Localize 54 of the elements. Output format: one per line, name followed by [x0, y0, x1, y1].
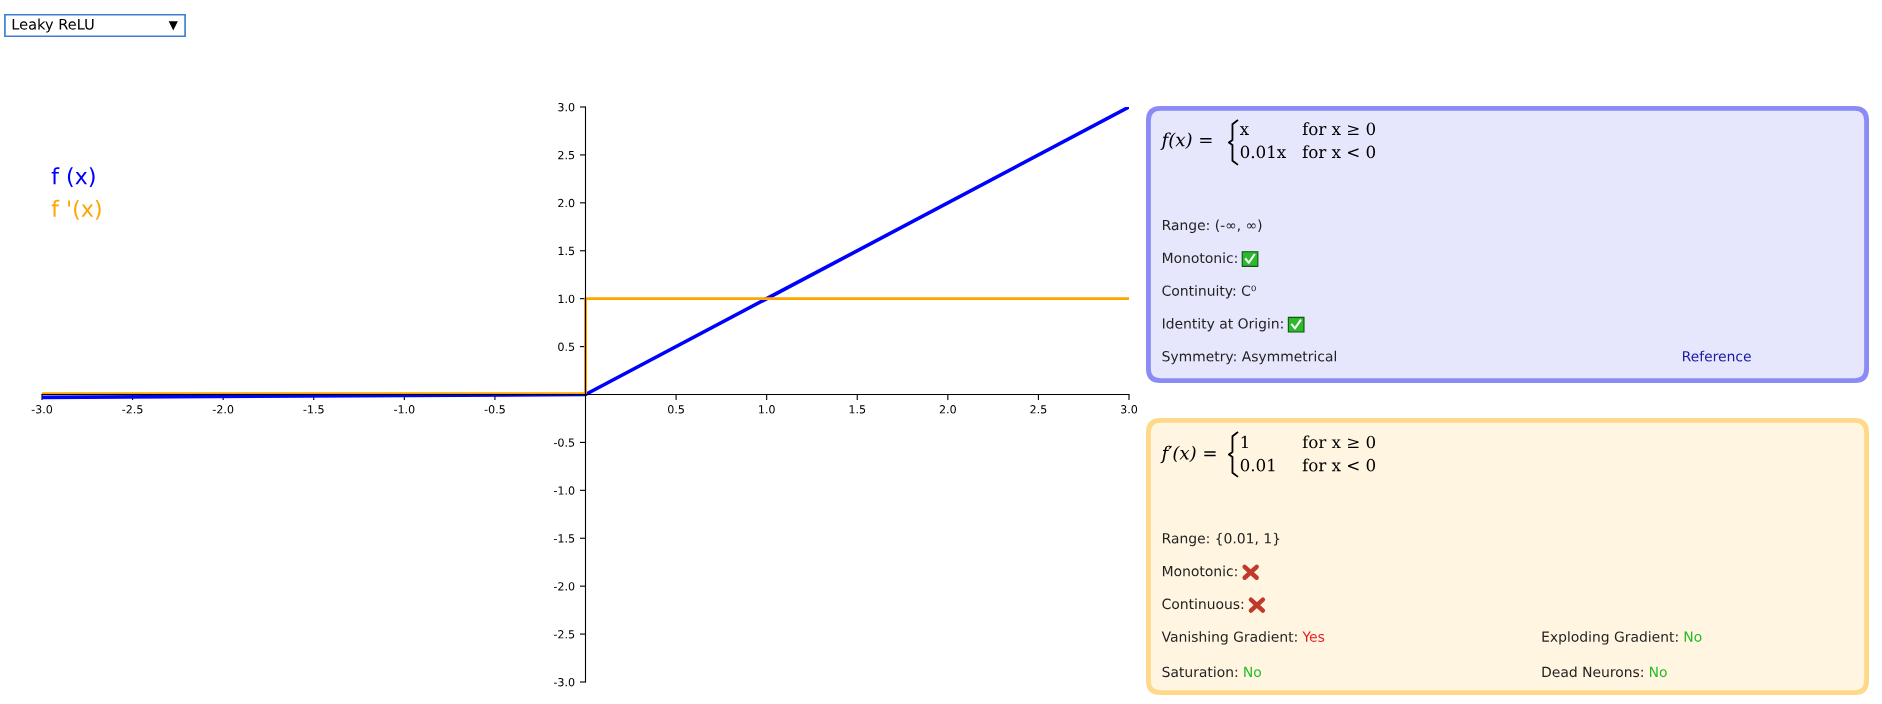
text: f (x)	[51, 167, 95, 188]
text: Range: {0.01, 1}	[1162, 532, 1280, 547]
text: No	[1649, 666, 1667, 678]
x-tick-label: -3.0	[31, 405, 53, 414]
y-tick-label: 2.0	[558, 198, 575, 208]
text: Saturation:	[1162, 666, 1238, 678]
text: Monotonic:	[1162, 252, 1237, 264]
text: 1	[1241, 435, 1248, 449]
x-tick-label: -1.0	[394, 405, 415, 414]
x-tick-label: 2.5	[1030, 405, 1047, 414]
text: f '(x)	[51, 199, 101, 220]
text: for x ≥ 0	[1302, 122, 1376, 136]
y-tick-label: 1.0	[558, 294, 575, 304]
y-tick-label: -3.0	[553, 677, 575, 687]
x-tick-label: 3.0	[1121, 405, 1138, 414]
text: No	[1244, 666, 1261, 678]
text: 0.01x	[1240, 145, 1286, 159]
y-tick-label: -2.0	[553, 582, 575, 591]
text: Range: (-∞, ∞)	[1162, 219, 1262, 233]
y-tick-label: -2.5	[553, 630, 575, 639]
text: f′(x) =	[1160, 445, 1216, 464]
text: Reference	[1683, 350, 1751, 362]
text: Continuous:	[1162, 598, 1244, 610]
y-tick-label: 3.0	[558, 102, 575, 112]
y-tick-label: 0.5	[558, 342, 575, 351]
x-tick-label: 1.0	[759, 405, 775, 414]
x-tick-label: 1.5	[849, 405, 866, 414]
x-tick-label: -0.5	[484, 405, 505, 414]
y-tick-label: 2.5	[558, 150, 575, 160]
x-tick-label: -1.5	[303, 405, 324, 414]
text: Continuity: C⁰	[1162, 285, 1256, 299]
x-tick-label: -2.0	[212, 405, 234, 414]
text: for x < 0	[1302, 458, 1376, 472]
text: for x ≥ 0	[1302, 435, 1376, 449]
text: Monotonic:	[1162, 565, 1237, 577]
text: x	[1239, 126, 1249, 135]
x-tick-label: 0.5	[667, 405, 684, 414]
y-tick-label: -1.5	[553, 534, 575, 543]
text: Exploding Gradient:	[1542, 631, 1678, 645]
x-tick-label: -2.5	[122, 405, 143, 414]
text: No	[1684, 631, 1702, 642]
text: Yes	[1302, 631, 1325, 642]
y-tick-label: -0.5	[553, 438, 575, 447]
text: for x < 0	[1302, 145, 1376, 159]
text: Vanishing Gradient:	[1161, 631, 1297, 645]
text: 0.01	[1240, 458, 1275, 472]
text: f(x) =	[1160, 132, 1212, 150]
x-tick-label: 2.0	[939, 405, 956, 414]
text: Leaky ReLU	[12, 18, 94, 33]
text: Symmetry: Asymmetrical	[1162, 350, 1336, 365]
y-tick-label: -1.0	[553, 486, 575, 495]
y-tick-label: 1.5	[558, 246, 575, 256]
text: Identity at Origin:	[1162, 317, 1283, 332]
text: Dead Neurons:	[1542, 666, 1643, 678]
